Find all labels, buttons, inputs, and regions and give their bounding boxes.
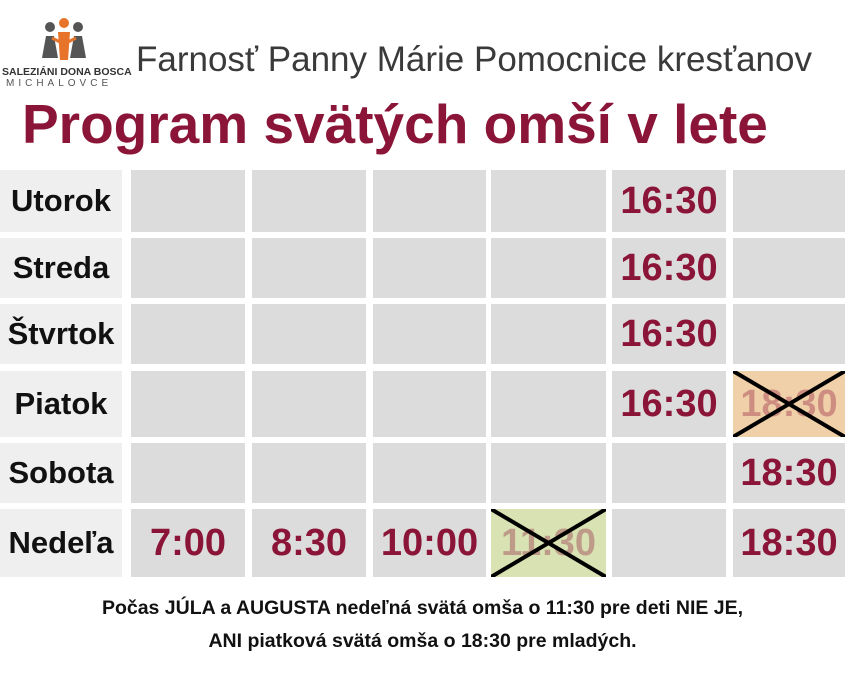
day-label: Nedeľa — [0, 509, 122, 577]
logo-org: SALEZIÁNI DONA BOSCA — [2, 66, 132, 78]
empty-cell — [373, 238, 486, 298]
mass-time: 18:30 — [733, 443, 845, 503]
day-label: Utorok — [0, 170, 122, 232]
empty-cell — [733, 238, 845, 298]
day-label: Štvrtok — [0, 304, 122, 364]
mass-time: 18:30 — [733, 509, 845, 577]
mass-time: 10:00 — [373, 509, 486, 577]
empty-cell — [252, 170, 366, 232]
empty-cell — [491, 304, 606, 364]
cross-out — [491, 509, 606, 577]
empty-cell — [373, 170, 486, 232]
cross-out — [733, 371, 845, 437]
empty-cell — [131, 443, 245, 503]
empty-cell — [612, 443, 726, 503]
empty-cell — [131, 304, 245, 364]
empty-cell — [491, 170, 606, 232]
empty-cell — [252, 443, 366, 503]
empty-cell — [373, 443, 486, 503]
mass-time: 18:30 — [733, 371, 845, 437]
mass-time: 7:00 — [131, 509, 245, 577]
empty-cell — [131, 238, 245, 298]
empty-cell — [612, 509, 726, 577]
empty-cell — [373, 304, 486, 364]
mass-time: 16:30 — [612, 170, 726, 232]
mass-time: 16:30 — [612, 371, 726, 437]
empty-cell — [252, 371, 366, 437]
empty-cell — [491, 371, 606, 437]
empty-cell — [733, 170, 845, 232]
empty-cell — [491, 443, 606, 503]
mass-time: 16:30 — [612, 304, 726, 364]
mass-time: 16:30 — [612, 238, 726, 298]
day-label: Sobota — [0, 443, 122, 503]
empty-cell — [373, 371, 486, 437]
logo-icon — [42, 18, 86, 60]
empty-cell — [252, 304, 366, 364]
day-label: Streda — [0, 238, 122, 298]
empty-cell — [733, 304, 845, 364]
footer-note: Počas JÚLA a AUGUSTA nedeľná svätá omša … — [101, 597, 744, 619]
empty-cell — [131, 371, 245, 437]
day-label: Piatok — [0, 371, 122, 437]
empty-cell — [491, 238, 606, 298]
title: Program svätých omší v lete — [22, 93, 768, 155]
empty-cell — [252, 238, 366, 298]
mass-time: 11:30 — [491, 509, 606, 577]
mass-time: 8:30 — [252, 509, 366, 577]
logo-city: MICHALOVCE — [6, 78, 113, 89]
empty-cell — [131, 170, 245, 232]
parish-name: Farnosť Panny Márie Pomocnice kresťanov — [136, 40, 812, 79]
footer-note: ANI piatková svätá omša o 18:30 pre mlad… — [208, 630, 637, 652]
